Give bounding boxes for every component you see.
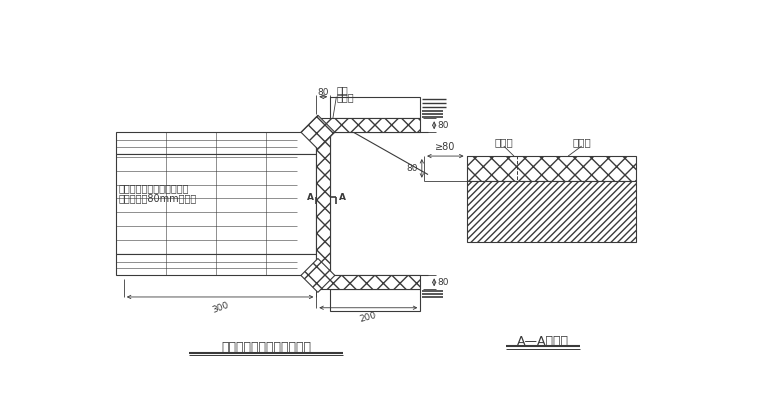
Text: 与墙体接触一面用粘结砂浆: 与墙体接触一面用粘结砂浆 bbox=[119, 183, 189, 193]
Text: 附加: 附加 bbox=[337, 85, 348, 95]
Bar bbox=[316, 132, 330, 276]
Bar bbox=[116, 254, 316, 276]
Text: 挤塑板: 挤塑板 bbox=[572, 137, 591, 147]
Text: 200: 200 bbox=[359, 311, 378, 324]
Text: 300: 300 bbox=[211, 300, 230, 315]
Bar bbox=[116, 154, 316, 254]
Polygon shape bbox=[301, 115, 335, 149]
Text: 80: 80 bbox=[437, 278, 448, 287]
Text: 80: 80 bbox=[318, 88, 329, 98]
Text: 80: 80 bbox=[407, 164, 418, 173]
Bar bbox=[116, 132, 316, 154]
Bar bbox=[316, 118, 420, 132]
Bar bbox=[330, 289, 420, 311]
Bar bbox=[467, 181, 636, 242]
Text: A: A bbox=[339, 193, 346, 202]
Text: 预粘不小于80mm网格布: 预粘不小于80mm网格布 bbox=[119, 193, 197, 203]
Bar bbox=[467, 156, 636, 181]
Text: 80: 80 bbox=[437, 121, 448, 130]
Polygon shape bbox=[301, 259, 335, 292]
Bar bbox=[316, 276, 420, 289]
Bar bbox=[467, 156, 518, 181]
Bar bbox=[330, 97, 420, 118]
Text: A: A bbox=[307, 193, 314, 202]
Text: A—A剑面图: A—A剑面图 bbox=[517, 335, 568, 348]
Text: 网格布: 网格布 bbox=[495, 137, 513, 147]
Text: 网格布: 网格布 bbox=[337, 92, 354, 102]
Text: 门窗洞口附加网格布示意图: 门窗洞口附加网格布示意图 bbox=[221, 341, 312, 354]
Text: ≥80: ≥80 bbox=[435, 142, 455, 152]
